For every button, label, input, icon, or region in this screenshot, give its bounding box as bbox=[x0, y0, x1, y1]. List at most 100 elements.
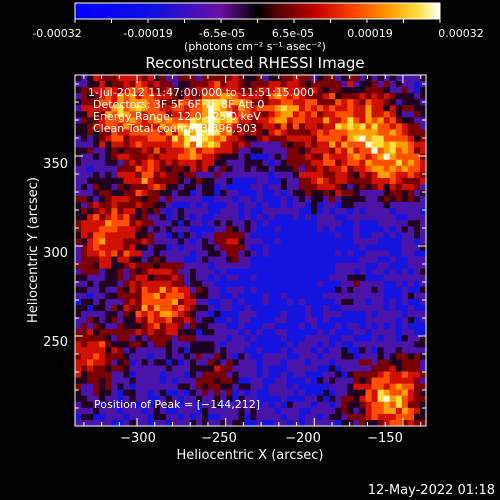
heatmap-pixel bbox=[347, 250, 354, 258]
heatmap-pixel bbox=[165, 323, 173, 330]
heatmap-pixel bbox=[87, 401, 94, 409]
heatmap-pixel bbox=[141, 75, 149, 82]
heatmap-pixel bbox=[202, 244, 209, 252]
heatmap-pixel bbox=[105, 208, 112, 215]
heatmap-pixel bbox=[177, 304, 185, 312]
heatmap-pixel bbox=[87, 135, 94, 143]
heatmap-pixel bbox=[317, 159, 324, 167]
heatmap-pixel bbox=[117, 147, 125, 155]
heatmap-pixel bbox=[232, 323, 239, 330]
heatmap-pixel bbox=[250, 147, 258, 155]
heatmap-pixel bbox=[347, 286, 354, 294]
heatmap-pixel bbox=[111, 183, 118, 191]
heatmap-pixel bbox=[196, 165, 203, 173]
heatmap-pixel bbox=[75, 159, 82, 167]
heatmap-pixel bbox=[159, 389, 167, 397]
heatmap-pixel bbox=[317, 141, 324, 149]
heatmap-pixel bbox=[208, 171, 215, 179]
heatmap-pixel bbox=[208, 323, 215, 330]
heatmap-pixel bbox=[323, 268, 330, 276]
heatmap-pixel bbox=[159, 81, 167, 88]
heatmap-pixel bbox=[298, 226, 306, 233]
heatmap-pixel bbox=[244, 159, 252, 167]
heatmap-pixel bbox=[407, 274, 415, 282]
heatmap-pixel bbox=[292, 389, 300, 397]
heatmap-pixel bbox=[123, 159, 131, 167]
heatmap-pixel bbox=[105, 123, 112, 131]
heatmap-pixel bbox=[371, 196, 379, 203]
heatmap-pixel bbox=[317, 232, 324, 239]
heatmap-pixel bbox=[395, 220, 403, 227]
heatmap-pixel bbox=[389, 159, 397, 167]
heatmap-pixel bbox=[268, 286, 276, 294]
heatmap-pixel bbox=[383, 87, 391, 94]
heatmap-pixel bbox=[329, 401, 336, 409]
heatmap-pixel bbox=[87, 353, 94, 361]
heatmap-pixel bbox=[111, 220, 118, 227]
heatmap-pixel bbox=[335, 220, 342, 227]
heatmap-pixel bbox=[304, 214, 312, 221]
heatmap-pixel bbox=[244, 105, 252, 112]
heatmap-pixel bbox=[268, 377, 276, 385]
heatmap-pixel bbox=[274, 93, 282, 100]
heatmap-pixel bbox=[292, 256, 300, 264]
heatmap-pixel bbox=[395, 238, 403, 246]
heatmap-pixel bbox=[304, 81, 312, 88]
heatmap-pixel bbox=[359, 189, 367, 197]
heatmap-pixel bbox=[353, 244, 361, 252]
heatmap-pixel bbox=[419, 183, 426, 191]
heatmap-pixel bbox=[117, 383, 125, 391]
heatmap-pixel bbox=[401, 413, 409, 421]
heatmap-pixel bbox=[111, 238, 118, 246]
heatmap-pixel bbox=[183, 93, 191, 100]
heatmap-pixel bbox=[311, 365, 318, 373]
heatmap-pixel bbox=[141, 105, 149, 112]
heatmap-pixel bbox=[214, 189, 221, 197]
heatmap-pixel bbox=[117, 93, 125, 100]
heatmap-pixel bbox=[389, 401, 397, 409]
heatmap-pixel bbox=[292, 268, 300, 276]
heatmap-pixel bbox=[262, 177, 270, 185]
heatmap-pixel bbox=[117, 177, 125, 185]
heatmap-pixel bbox=[93, 274, 100, 282]
heatmap-pixel bbox=[147, 311, 155, 318]
heatmap-pixel bbox=[244, 244, 252, 252]
heatmap-pixel bbox=[395, 419, 403, 426]
heatmap-pixel bbox=[147, 232, 155, 239]
heatmap-pixel bbox=[208, 165, 215, 173]
heatmap-pixel bbox=[250, 323, 258, 330]
heatmap-pixel bbox=[220, 129, 227, 137]
heatmap-pixel bbox=[329, 292, 336, 300]
heatmap-pixel bbox=[329, 202, 336, 209]
heatmap-pixel bbox=[401, 105, 409, 112]
heatmap-pixel bbox=[238, 250, 246, 258]
heatmap-pixel bbox=[329, 395, 336, 403]
heatmap-pixel bbox=[165, 383, 173, 391]
heatmap-pixel bbox=[347, 135, 354, 143]
colorbar-tick-label: 0.00032 bbox=[438, 27, 484, 40]
heatmap-pixel bbox=[401, 262, 409, 270]
heatmap-pixel bbox=[208, 298, 215, 306]
heatmap-pixel bbox=[280, 93, 288, 100]
heatmap-pixel bbox=[93, 159, 100, 167]
heatmap-pixel bbox=[75, 196, 82, 203]
heatmap-pixel bbox=[256, 87, 264, 94]
heatmap-pixel bbox=[268, 117, 276, 125]
heatmap-pixel bbox=[298, 189, 306, 197]
heatmap-pixel bbox=[99, 413, 106, 421]
heatmap-pixel bbox=[135, 244, 143, 252]
heatmap-pixel bbox=[389, 413, 397, 421]
heatmap-pixel bbox=[353, 353, 361, 361]
heatmap-pixel bbox=[298, 250, 306, 258]
heatmap-pixel bbox=[81, 159, 88, 167]
heatmap-pixel bbox=[371, 147, 379, 155]
heatmap-pixel bbox=[341, 189, 348, 197]
heatmap-pixel bbox=[335, 371, 342, 379]
heatmap-pixel bbox=[238, 311, 246, 318]
heatmap-pixel bbox=[311, 220, 318, 227]
heatmap-pixel bbox=[359, 419, 367, 426]
heatmap-pixel bbox=[274, 171, 282, 179]
heatmap-pixel bbox=[208, 286, 215, 294]
heatmap-pixel bbox=[220, 117, 227, 125]
heatmap-pixel bbox=[147, 280, 155, 288]
